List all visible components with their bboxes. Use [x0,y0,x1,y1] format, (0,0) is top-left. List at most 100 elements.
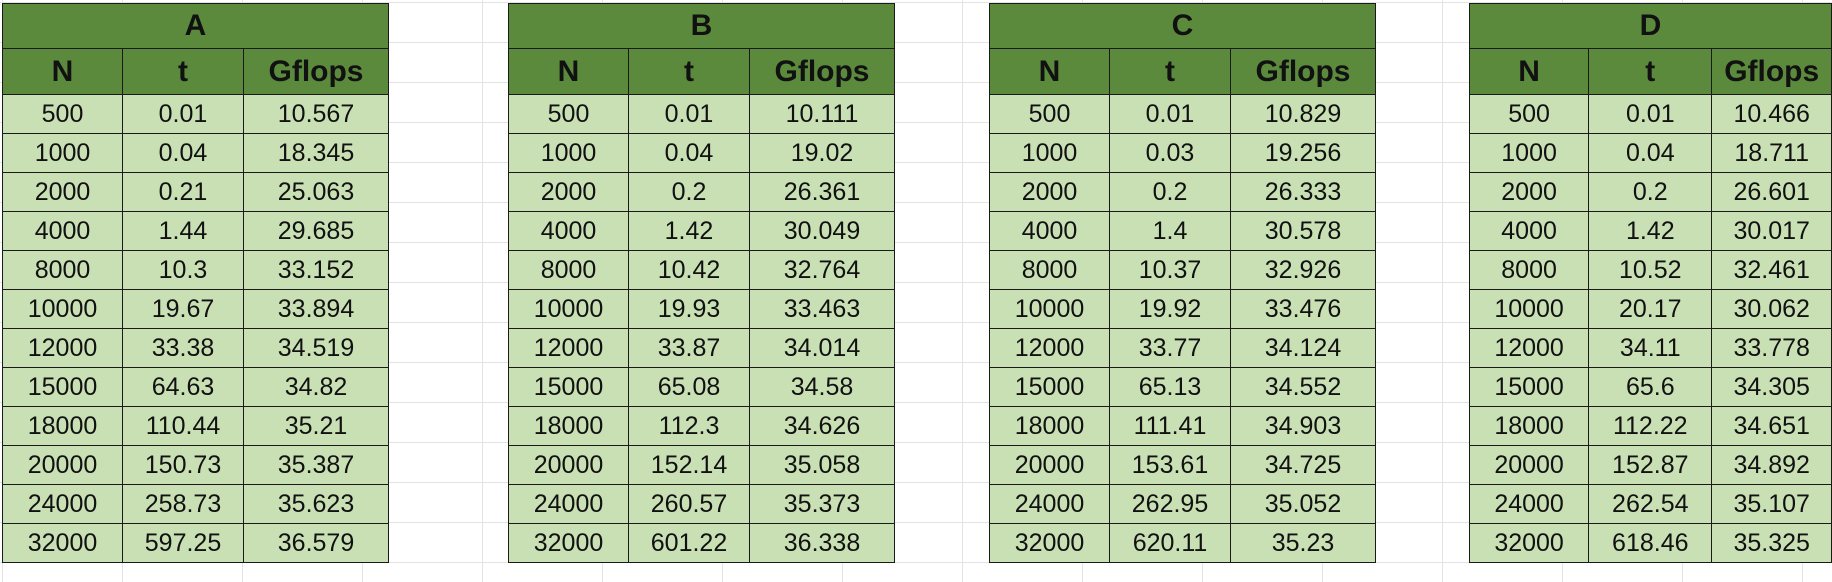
cell-n[interactable]: 10000 [1468,289,1590,329]
cell-gflops[interactable]: 36.579 [243,523,389,563]
cell-gflops[interactable]: 34.903 [1230,406,1376,446]
cell-n[interactable]: 32000 [508,523,629,563]
cell-gflops[interactable]: 26.601 [1711,172,1832,212]
cell-n[interactable]: 10000 [2,289,123,329]
cell-gflops[interactable]: 36.338 [749,523,895,563]
cell-gflops[interactable]: 30.017 [1711,211,1832,251]
cell-t[interactable]: 152.14 [628,445,750,485]
cell-n[interactable]: 18000 [2,406,123,446]
cell-gflops[interactable]: 32.764 [749,250,895,290]
cell-t[interactable]: 262.54 [1588,484,1713,524]
cell-n[interactable]: 32000 [1468,523,1590,563]
cell-gflops[interactable]: 35.623 [243,484,389,524]
cell-t[interactable]: 152.87 [1588,445,1713,485]
cell-t[interactable]: 1.44 [122,211,244,251]
cell-t[interactable]: 1.42 [628,211,750,251]
cell-gflops[interactable]: 32.926 [1230,250,1376,290]
table-title[interactable]: A [2,3,389,49]
cell-t[interactable]: 1.42 [1588,211,1713,251]
cell-t[interactable]: 601.22 [628,523,750,563]
cell-n[interactable]: 12000 [989,328,1110,368]
column-header-gflops[interactable]: Gflops [1230,48,1376,95]
cell-n[interactable]: 8000 [1468,250,1590,290]
cell-n[interactable]: 20000 [1468,445,1590,485]
cell-t[interactable]: 65.13 [1109,367,1231,407]
cell-t[interactable]: 260.57 [628,484,750,524]
cell-t[interactable]: 0.2 [1588,172,1713,212]
cell-gflops[interactable]: 34.725 [1230,445,1376,485]
cell-gflops[interactable]: 10.829 [1230,94,1376,134]
cell-n[interactable]: 2000 [508,172,629,212]
cell-gflops[interactable]: 35.325 [1711,523,1832,563]
cell-n[interactable]: 18000 [989,406,1110,446]
cell-n[interactable]: 24000 [1468,484,1590,524]
column-header-t[interactable]: t [1588,48,1713,95]
cell-gflops[interactable]: 34.82 [243,367,389,407]
cell-n[interactable]: 12000 [508,328,629,368]
cell-t[interactable]: 112.3 [628,406,750,446]
cell-t[interactable]: 19.67 [122,289,244,329]
cell-gflops[interactable]: 19.02 [749,133,895,173]
cell-t[interactable]: 597.25 [122,523,244,563]
column-header-n[interactable]: N [1468,48,1590,95]
cell-t[interactable]: 0.01 [122,94,244,134]
cell-t[interactable]: 19.93 [628,289,750,329]
cell-n[interactable]: 1000 [508,133,629,173]
cell-n[interactable]: 1000 [989,133,1110,173]
cell-t[interactable]: 0.01 [1588,94,1713,134]
cell-n[interactable]: 8000 [989,250,1110,290]
cell-gflops[interactable]: 33.476 [1230,289,1376,329]
cell-t[interactable]: 33.38 [122,328,244,368]
cell-gflops[interactable]: 35.21 [243,406,389,446]
cell-n[interactable]: 1000 [2,133,123,173]
cell-gflops[interactable]: 34.626 [749,406,895,446]
cell-n[interactable]: 32000 [989,523,1110,563]
cell-n[interactable]: 500 [1468,94,1590,134]
cell-t[interactable]: 110.44 [122,406,244,446]
cell-n[interactable]: 20000 [2,445,123,485]
cell-n[interactable]: 10000 [508,289,629,329]
cell-n[interactable]: 2000 [989,172,1110,212]
cell-t[interactable]: 111.41 [1109,406,1231,446]
cell-gflops[interactable]: 30.049 [749,211,895,251]
cell-n[interactable]: 15000 [508,367,629,407]
table-title[interactable]: C [989,3,1376,49]
cell-gflops[interactable]: 35.107 [1711,484,1832,524]
cell-t[interactable]: 20.17 [1588,289,1713,329]
cell-t[interactable]: 150.73 [122,445,244,485]
cell-gflops[interactable]: 34.651 [1711,406,1832,446]
cell-t[interactable]: 620.11 [1109,523,1231,563]
cell-n[interactable]: 24000 [508,484,629,524]
cell-gflops[interactable]: 32.461 [1711,250,1832,290]
cell-n[interactable]: 32000 [2,523,123,563]
cell-gflops[interactable]: 10.466 [1711,94,1832,134]
cell-gflops[interactable]: 33.778 [1711,328,1832,368]
cell-gflops[interactable]: 25.063 [243,172,389,212]
cell-n[interactable]: 10000 [989,289,1110,329]
cell-t[interactable]: 65.08 [628,367,750,407]
cell-gflops[interactable]: 34.124 [1230,328,1376,368]
cell-n[interactable]: 500 [2,94,123,134]
cell-t[interactable]: 112.22 [1588,406,1713,446]
cell-gflops[interactable]: 34.519 [243,328,389,368]
cell-n[interactable]: 18000 [1468,406,1590,446]
cell-t[interactable]: 153.61 [1109,445,1231,485]
cell-gflops[interactable]: 35.23 [1230,523,1376,563]
cell-n[interactable]: 2000 [1468,172,1590,212]
cell-t[interactable]: 64.63 [122,367,244,407]
cell-t[interactable]: 33.77 [1109,328,1231,368]
cell-n[interactable]: 500 [508,94,629,134]
cell-gflops[interactable]: 19.256 [1230,133,1376,173]
column-header-t[interactable]: t [122,48,244,95]
cell-gflops[interactable]: 34.892 [1711,445,1832,485]
cell-t[interactable]: 0.2 [628,172,750,212]
cell-n[interactable]: 1000 [1468,133,1590,173]
cell-gflops[interactable]: 10.567 [243,94,389,134]
cell-gflops[interactable]: 26.361 [749,172,895,212]
cell-t[interactable]: 0.01 [1109,94,1231,134]
cell-n[interactable]: 4000 [2,211,123,251]
cell-t[interactable]: 0.04 [122,133,244,173]
cell-n[interactable]: 8000 [2,250,123,290]
cell-n[interactable]: 8000 [508,250,629,290]
cell-gflops[interactable]: 29.685 [243,211,389,251]
